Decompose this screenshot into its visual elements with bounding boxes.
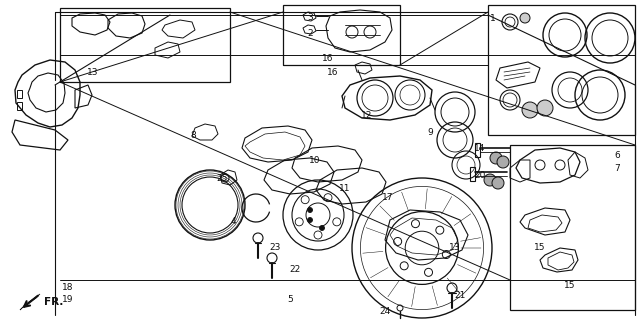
Text: 6: 6 [614,150,620,159]
Circle shape [497,156,509,168]
Text: 13: 13 [449,244,461,252]
Circle shape [522,102,538,118]
Circle shape [537,100,553,116]
Text: 22: 22 [290,266,300,275]
Text: 23: 23 [269,244,281,252]
Bar [510,145,635,310]
Text: 17: 17 [382,194,394,203]
Text: 19: 19 [63,295,74,305]
Text: 20: 20 [474,171,486,180]
Circle shape [484,174,496,186]
Text: 13: 13 [87,68,99,76]
Circle shape [320,226,325,230]
Circle shape [308,207,313,212]
Bar [60,8,230,82]
Text: 16: 16 [322,53,334,62]
Circle shape [308,218,313,222]
Text: 24: 24 [380,308,390,316]
Bar [488,5,635,135]
Circle shape [490,152,502,164]
Text: 3: 3 [307,12,313,21]
Text: 2: 2 [307,28,313,37]
Text: 5: 5 [287,295,293,305]
Text: 14: 14 [474,143,486,153]
Text: 21: 21 [454,291,466,300]
Text: 7: 7 [614,164,620,172]
Text: 12: 12 [361,110,373,119]
Circle shape [520,13,530,23]
Text: 9: 9 [427,127,433,137]
Text: 18: 18 [63,284,74,292]
Text: 4: 4 [230,218,236,227]
Text: 25: 25 [216,173,228,182]
Text: 11: 11 [339,183,351,193]
Text: 15: 15 [534,244,545,252]
Text: 16: 16 [327,68,339,76]
Polygon shape [20,294,40,310]
Text: FR.: FR. [44,297,64,307]
Text: 8: 8 [190,131,196,140]
Text: 10: 10 [309,156,321,164]
Text: 1: 1 [490,13,496,22]
Bar [283,5,400,65]
Text: 15: 15 [564,281,575,290]
Circle shape [492,177,504,189]
